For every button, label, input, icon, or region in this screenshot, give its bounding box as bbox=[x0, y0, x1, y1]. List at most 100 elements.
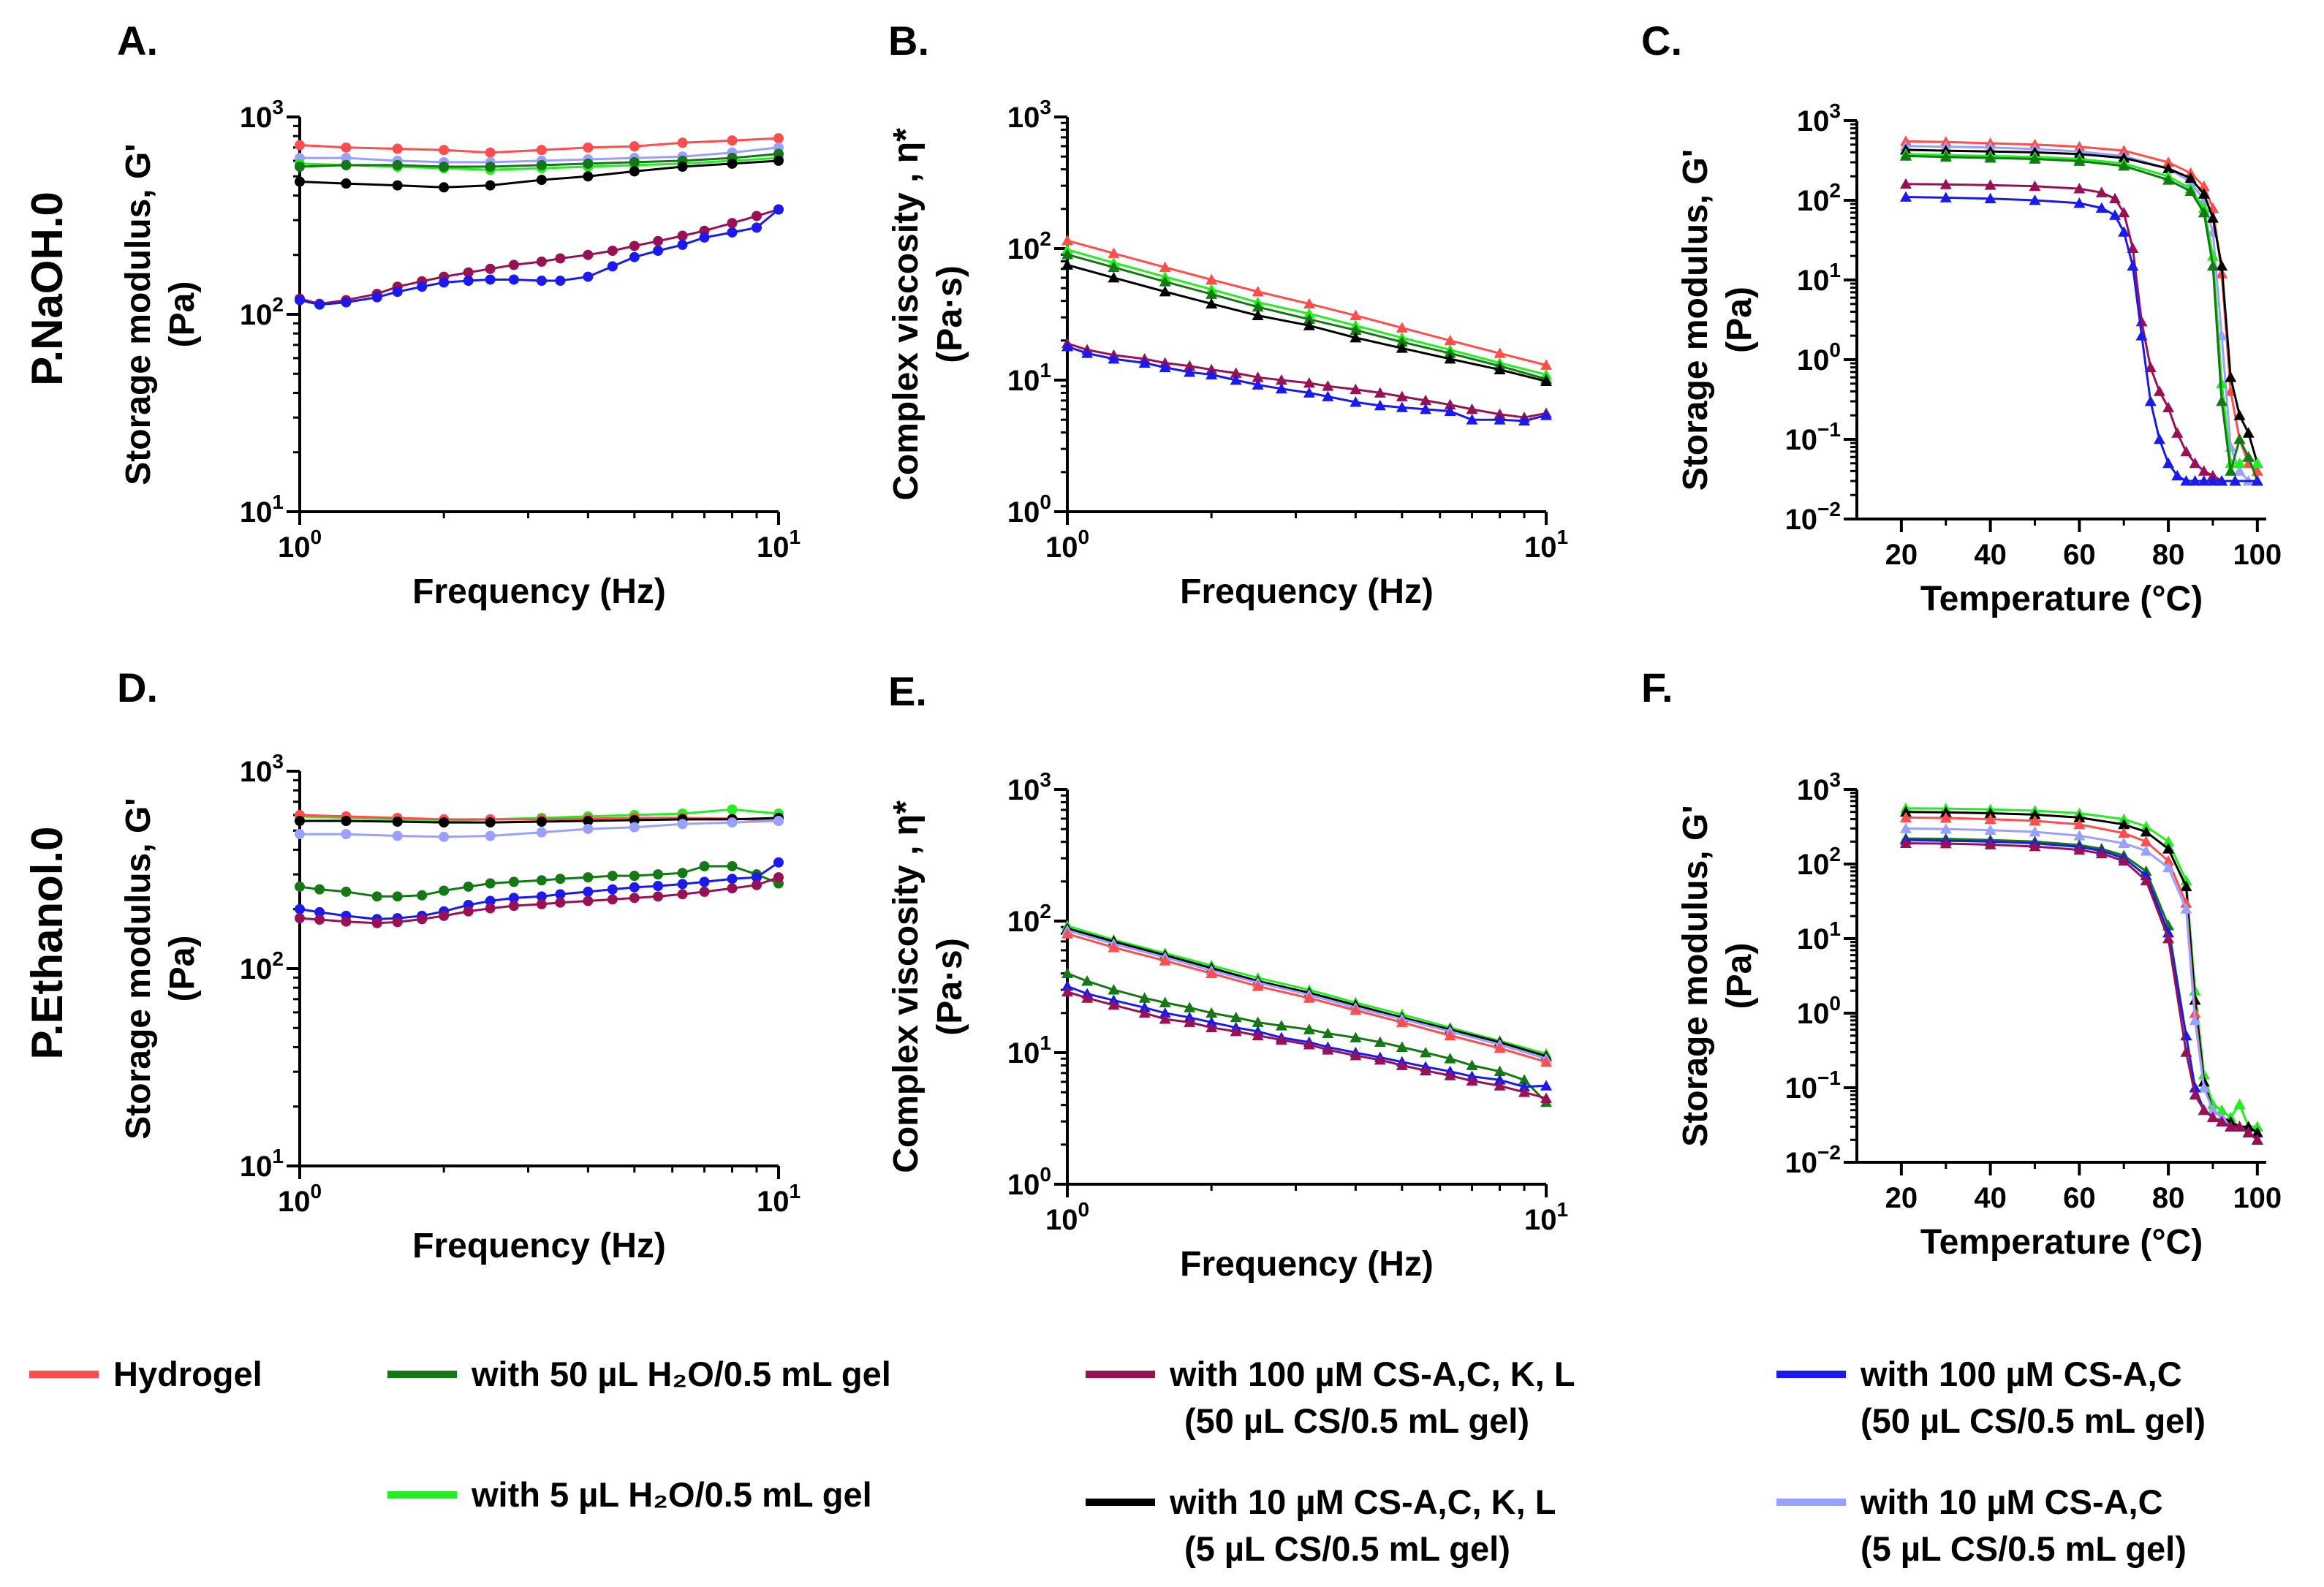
data-point bbox=[536, 898, 547, 909]
data-point bbox=[699, 886, 710, 897]
data-point bbox=[295, 913, 305, 924]
data-point bbox=[727, 817, 738, 828]
data-point bbox=[629, 240, 640, 251]
data-point bbox=[1184, 1016, 1196, 1027]
y-axis-label: Storage modulus, G' bbox=[119, 798, 158, 1139]
data-point bbox=[1899, 191, 1912, 202]
data-point bbox=[2198, 188, 2210, 199]
data-point bbox=[2198, 465, 2210, 476]
data-point bbox=[1540, 375, 1552, 386]
data-point bbox=[536, 875, 547, 886]
data-point bbox=[1061, 249, 1073, 260]
data-point bbox=[653, 235, 664, 246]
x-tick-label: 100 bbox=[1045, 1198, 1089, 1236]
data-point bbox=[2127, 260, 2139, 271]
x-tick-label: 101 bbox=[757, 1180, 800, 1218]
data-point bbox=[341, 886, 352, 897]
data-point bbox=[417, 914, 428, 925]
data-point bbox=[536, 891, 547, 902]
data-point bbox=[2029, 808, 2041, 819]
data-point bbox=[1061, 985, 1073, 997]
legend-label: with 10 µM CS-A,C bbox=[1860, 1482, 2163, 1521]
data-point bbox=[2118, 159, 2130, 171]
data-point bbox=[2206, 474, 2219, 486]
data-point bbox=[2189, 994, 2201, 1005]
data-point bbox=[1939, 151, 1952, 162]
data-point bbox=[439, 161, 450, 172]
data-point bbox=[1205, 1016, 1218, 1027]
data-point bbox=[392, 143, 403, 154]
data-point bbox=[1350, 1004, 1362, 1015]
data-point bbox=[2073, 811, 2086, 822]
data-point bbox=[1540, 1080, 1552, 1091]
data-point bbox=[2140, 845, 2152, 856]
data-point bbox=[555, 276, 566, 287]
x-tick-label: 100 bbox=[1045, 526, 1089, 564]
data-point bbox=[2029, 194, 2041, 205]
x-tick-label: 20 bbox=[1885, 1182, 1918, 1214]
data-point bbox=[1322, 380, 1334, 391]
data-point bbox=[1518, 414, 1531, 426]
data-point bbox=[439, 817, 450, 828]
data-point bbox=[2242, 427, 2255, 438]
data-point bbox=[2144, 361, 2157, 372]
series-cs100ac bbox=[295, 204, 784, 310]
data-point bbox=[1984, 152, 1996, 163]
data-point bbox=[1205, 368, 1218, 379]
data-point bbox=[2029, 840, 2041, 852]
data-point bbox=[2118, 855, 2130, 866]
data-point bbox=[536, 827, 547, 838]
data-point bbox=[1420, 394, 1432, 406]
x-tick-label: 40 bbox=[1974, 1182, 2007, 1214]
data-point bbox=[1350, 383, 1362, 395]
series-hydrogel bbox=[1061, 928, 1552, 1067]
legend-sublabel: (5 µL CS/0.5 mL gel) bbox=[1861, 1529, 2187, 1568]
x-tick-label: 100 bbox=[278, 526, 322, 564]
data-point bbox=[2140, 874, 2152, 886]
data-point bbox=[2118, 837, 2130, 848]
data-point bbox=[1303, 308, 1315, 319]
data-point bbox=[2242, 1121, 2255, 1132]
data-point bbox=[1252, 309, 1264, 320]
data-point bbox=[1252, 300, 1264, 312]
data-point bbox=[1061, 341, 1073, 352]
legend-item-h2o5: with 5 µL H₂O/0.5 mL gel bbox=[387, 1475, 872, 1514]
data-point bbox=[653, 869, 664, 880]
series-h2o5 bbox=[1061, 243, 1552, 379]
data-point bbox=[629, 814, 640, 825]
data-point bbox=[1322, 1044, 1334, 1055]
data-point bbox=[773, 815, 784, 826]
data-point bbox=[2189, 474, 2201, 486]
data-point bbox=[2184, 172, 2197, 183]
data-point bbox=[1374, 1053, 1386, 1065]
data-point bbox=[1494, 408, 1506, 420]
data-point bbox=[1138, 992, 1151, 1003]
data-point bbox=[1159, 955, 1171, 966]
data-point bbox=[1230, 1025, 1242, 1037]
data-point bbox=[677, 889, 688, 900]
data-point bbox=[485, 878, 496, 889]
data-point bbox=[463, 276, 474, 287]
data-point bbox=[2242, 1126, 2255, 1137]
data-point bbox=[2118, 827, 2130, 838]
data-point bbox=[2216, 474, 2228, 486]
data-point bbox=[677, 137, 688, 148]
legend-item-h2o50: with 50 µL H₂O/0.5 mL gel bbox=[387, 1355, 891, 1393]
data-point bbox=[2206, 260, 2219, 271]
data-point bbox=[607, 246, 618, 257]
data-point bbox=[1350, 332, 1362, 343]
data-point bbox=[2229, 474, 2241, 486]
data-point bbox=[583, 886, 594, 897]
data-point bbox=[2073, 818, 2086, 830]
data-point bbox=[555, 253, 566, 264]
y-tick-label: 10−1 bbox=[1785, 1067, 1841, 1105]
series-cs100kl bbox=[295, 872, 784, 928]
data-point bbox=[629, 893, 640, 904]
x-axis-label: Frequency (Hz) bbox=[412, 1227, 666, 1265]
data-point bbox=[2233, 433, 2246, 444]
x-tick-label: 100 bbox=[2233, 539, 2282, 571]
data-point bbox=[583, 142, 594, 153]
data-point bbox=[2233, 1098, 2246, 1110]
data-point bbox=[677, 879, 688, 890]
y-tick-label: 103 bbox=[1797, 99, 1841, 137]
